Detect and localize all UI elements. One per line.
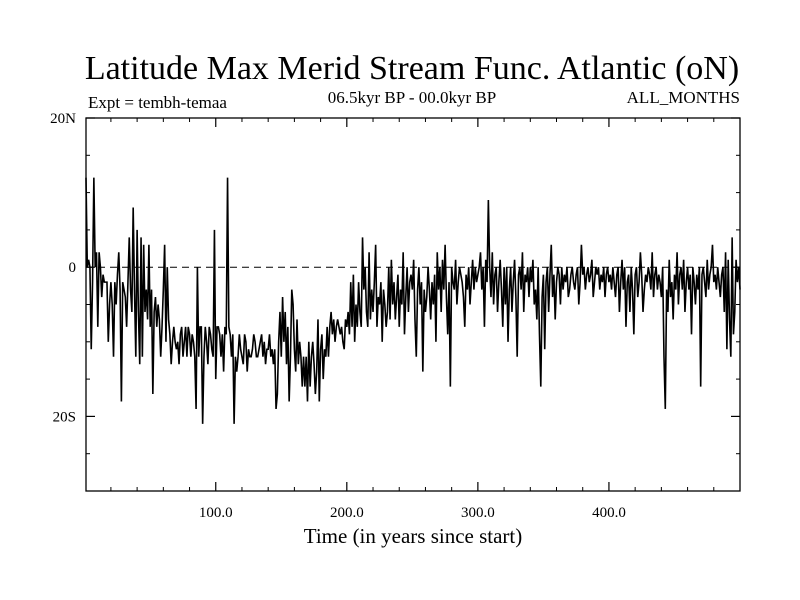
x-axis-label: Time (in years since start) [304,524,523,548]
y-tick-label: 20S [53,409,76,425]
x-tick-label: 100.0 [199,505,233,521]
months-label: ALL_MONTHS [627,88,740,107]
y-tick-label: 0 [69,260,77,276]
x-tick-label: 300.0 [461,505,495,521]
x-tick-label: 400.0 [592,505,626,521]
experiment-label: Expt = tembh-temaa [88,93,227,112]
y-tick-label: 20N [50,111,76,127]
chart-title: Latitude Max Merid Stream Func. Atlantic… [85,50,739,87]
plot-area: 100.0 200.0 300.0 400.0 20N 0 20S [50,111,741,521]
period-label: 06.5kyr BP - 00.0kyr BP [328,88,496,107]
x-tick-label: 200.0 [330,505,364,521]
data-series-line [85,177,741,424]
